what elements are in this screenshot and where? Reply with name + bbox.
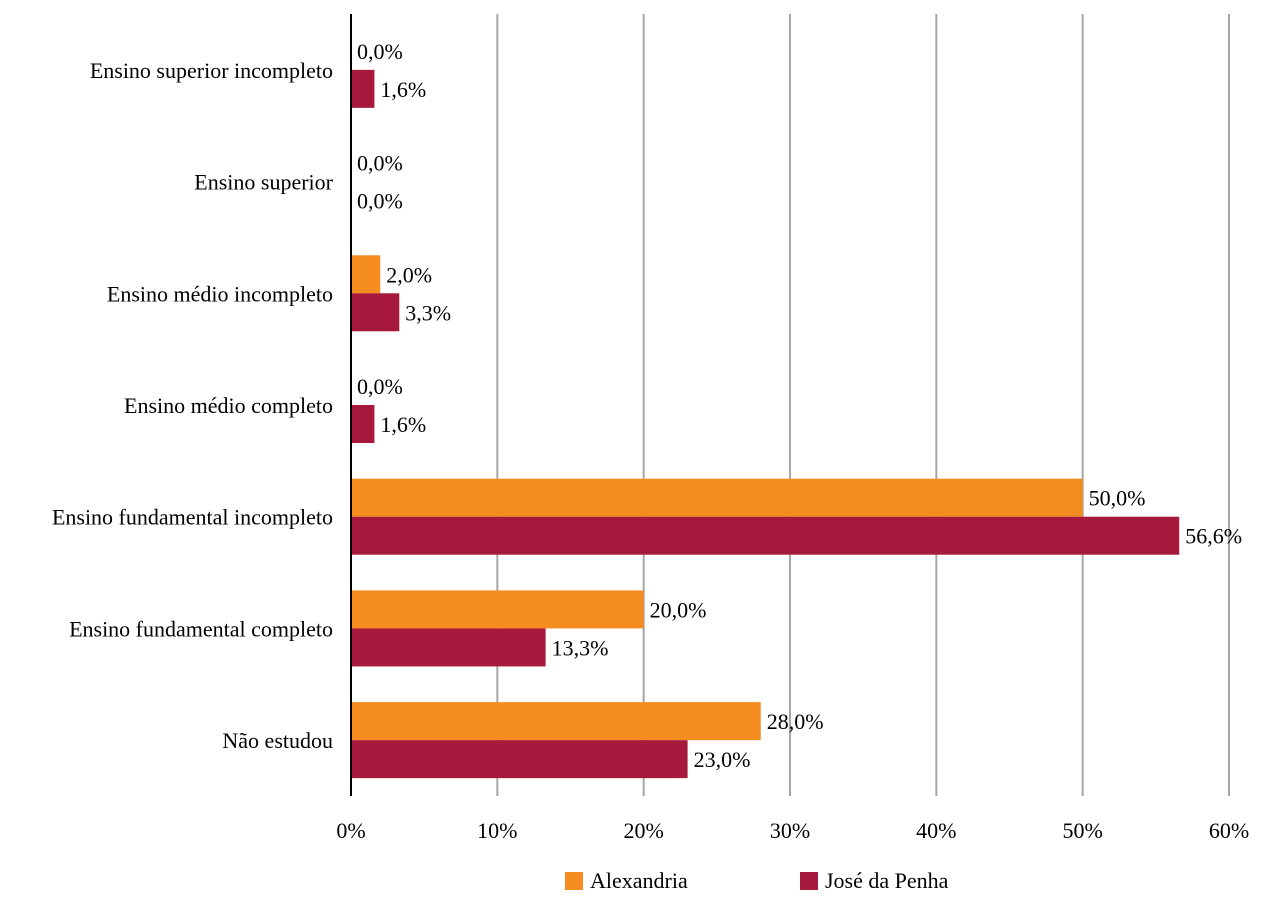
data-label-1-0: 1,6% [380,77,426,102]
data-label-0-6: 28,0% [767,709,824,734]
tick-label-5: 50% [1063,818,1103,843]
grid [496,14,1230,796]
data-label-1-1: 0,0% [357,189,403,214]
legend-label-1: José da Penha [825,868,949,893]
bar-jose-da-penha-3 [351,405,375,443]
tick-labels: 0% 10% 20% 30% 40% 50% 60% [336,818,1249,843]
data-label-0-3: 0,0% [357,374,403,399]
category-label-5: Ensino fundamental completo [69,616,333,641]
tick-label-6: 60% [1209,818,1249,843]
bar-alexandria-4 [351,478,1083,517]
legend-swatch-0 [565,872,583,890]
tick-label-0: 0% [336,818,365,843]
data-label-1-3: 1,6% [380,412,426,437]
data-label-0-0: 0,0% [357,39,403,64]
tick-label-4: 40% [916,818,956,843]
category-label-6: Não estudou [222,728,333,753]
bar-alexandria-5 [351,590,644,629]
bar-alexandria-6 [351,702,761,741]
data-label-1-5: 13,3% [552,635,609,660]
legend-label-0: Alexandria [590,868,688,893]
bar-jose-da-penha-6 [351,740,688,779]
data-label-0-2: 2,0% [386,262,432,287]
bar-jose-da-penha-4 [351,516,1180,555]
category-label-0: Ensino superior incompleto [90,58,333,83]
data-labels: 0,0% 1,6% 0,0% 0,0% 2,0% 3,3% 0,0% 1,6% 50,0% 56,… [357,39,1242,772]
bar-jose-da-penha-5 [351,628,546,667]
category-label-1: Ensino superior [194,170,333,195]
bar-jose-da-penha-2 [351,293,400,332]
bar-alexandria-2 [351,255,381,294]
category-labels: Ensino superior incompleto Ensino superio… [52,58,334,753]
data-label-1-4: 56,6% [1185,524,1242,549]
legend-swatch-1 [800,872,818,890]
data-label-0-1: 0,0% [357,151,403,176]
tick-label-1: 10% [477,818,517,843]
bar-jose-da-penha-0 [351,69,375,108]
tick-label-3: 30% [770,818,810,843]
legend: Alexandria José da Penha [565,868,949,893]
data-label-0-5: 20,0% [650,597,707,622]
data-label-1-2: 3,3% [405,300,451,325]
category-label-3: Ensino médio completo [124,393,333,418]
category-label-4: Ensino fundamental incompleto [52,505,333,530]
data-label-1-6: 23,0% [694,747,751,772]
data-label-0-4: 50,0% [1089,486,1146,511]
tick-label-2: 20% [624,818,664,843]
category-label-2: Ensino médio incompleto [107,281,333,306]
bars [351,69,1180,779]
